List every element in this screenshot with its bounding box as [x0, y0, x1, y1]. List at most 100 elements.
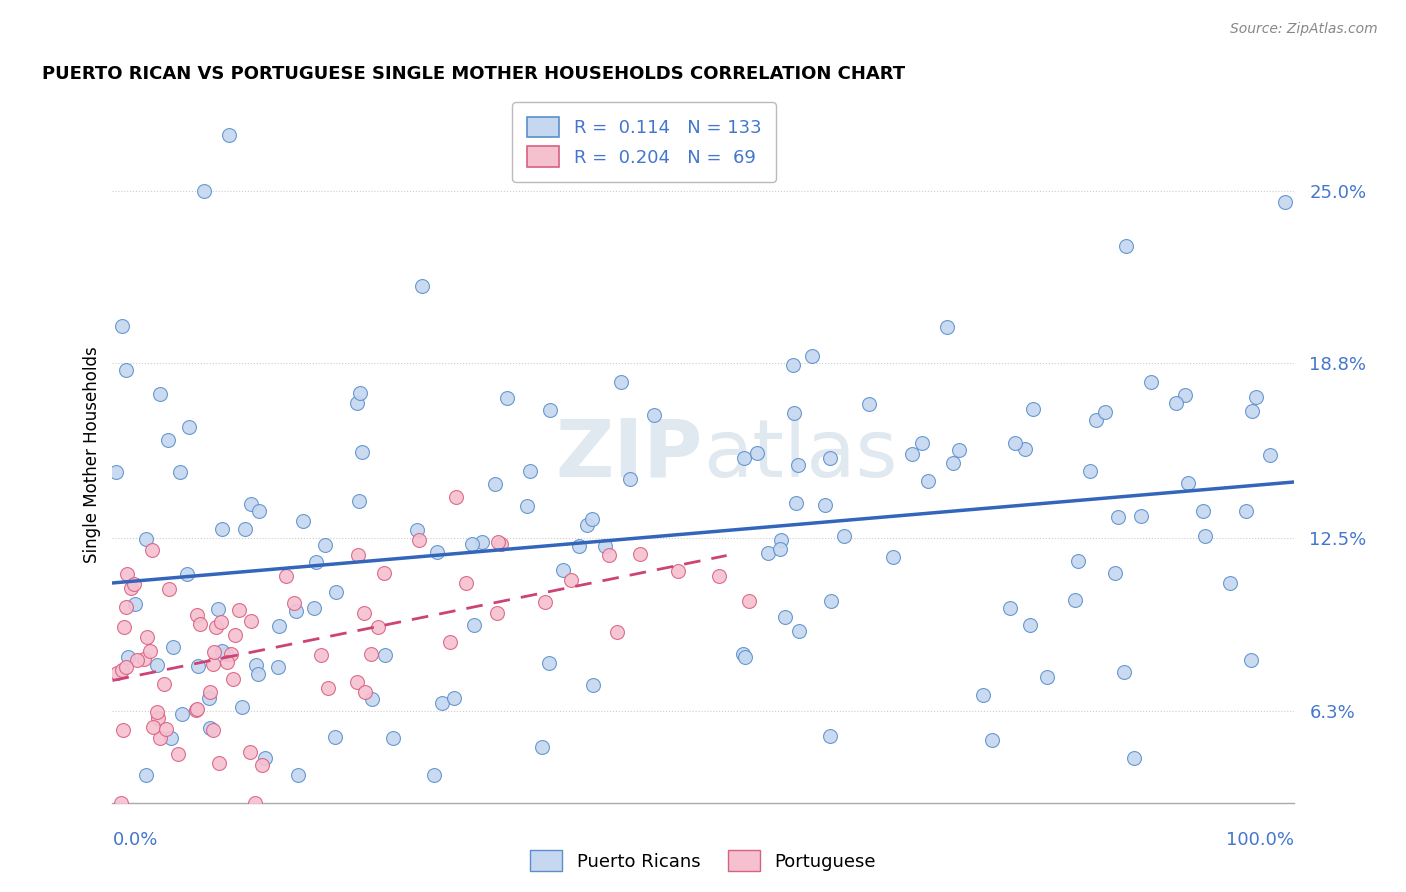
Point [471, 534, 494, 549]
Point [1019, 617, 1042, 632]
Point [302, 600, 325, 615]
Point [1244, 390, 1267, 404]
Point [948, 442, 970, 457]
Point [519, 464, 541, 478]
Point [408, 533, 430, 547]
Point [581, 512, 603, 526]
Point [347, 548, 370, 562]
Point [239, 745, 262, 759]
Point [534, 595, 557, 609]
Point [347, 494, 370, 508]
Point [463, 617, 485, 632]
Point [197, 691, 219, 706]
Point [200, 721, 222, 735]
Point [1219, 575, 1241, 590]
Point [1129, 509, 1152, 524]
Point [745, 446, 768, 460]
Point [485, 606, 508, 620]
Point [111, 663, 134, 677]
Point [153, 677, 176, 691]
Point [531, 740, 554, 755]
Point [901, 447, 924, 461]
Point [269, 618, 291, 632]
Point [1258, 448, 1281, 462]
Point [233, 522, 256, 536]
Point [643, 408, 665, 422]
Point [495, 391, 517, 405]
Point [538, 402, 561, 417]
Point [443, 690, 465, 705]
Point [551, 564, 574, 578]
Point [222, 672, 245, 686]
Point [516, 499, 538, 513]
Legend: Puerto Ricans, Portuguese: Puerto Ricans, Portuguese [523, 843, 883, 879]
Point [211, 644, 233, 658]
Point [820, 729, 842, 743]
Point [155, 722, 177, 736]
Point [1107, 510, 1129, 524]
Point [1164, 396, 1187, 410]
Point [361, 691, 384, 706]
Point [346, 396, 368, 410]
Point [382, 731, 405, 745]
Point [111, 319, 134, 334]
Point [110, 796, 132, 810]
Text: 0.0%: 0.0% [112, 830, 157, 848]
Point [284, 604, 307, 618]
Point [606, 625, 628, 640]
Point [800, 349, 823, 363]
Point [814, 499, 837, 513]
Point [374, 648, 396, 662]
Point [787, 624, 810, 639]
Point [170, 706, 193, 721]
Point [353, 684, 375, 698]
Point [738, 593, 761, 607]
Point [820, 594, 842, 608]
Point [1085, 413, 1108, 427]
Point [127, 653, 149, 667]
Point [124, 597, 146, 611]
Point [316, 681, 339, 696]
Point [1004, 436, 1026, 450]
Point [1274, 195, 1296, 210]
Point [1014, 442, 1036, 456]
Point [785, 496, 807, 510]
Point [245, 657, 267, 672]
Point [834, 529, 856, 543]
Point [769, 541, 792, 556]
Point [1240, 653, 1263, 667]
Point [184, 703, 207, 717]
Point [1112, 665, 1135, 679]
Point [219, 647, 242, 661]
Point [186, 702, 208, 716]
Point [314, 538, 336, 552]
Point [115, 600, 138, 615]
Point [628, 547, 651, 561]
Point [120, 581, 142, 595]
Point [309, 648, 332, 663]
Point [169, 465, 191, 479]
Point [267, 660, 290, 674]
Point [1139, 375, 1161, 389]
Point [1067, 554, 1090, 568]
Point [149, 386, 172, 401]
Point [373, 566, 395, 580]
Point [423, 768, 446, 782]
Text: Source: ZipAtlas.com: Source: ZipAtlas.com [1230, 22, 1378, 37]
Point [349, 386, 371, 401]
Point [291, 514, 314, 528]
Point [346, 675, 368, 690]
Point [246, 667, 269, 681]
Point [998, 601, 1021, 615]
Point [305, 555, 328, 569]
Point [942, 457, 965, 471]
Point [135, 768, 157, 782]
Point [176, 567, 198, 582]
Point [201, 657, 224, 672]
Point [619, 472, 641, 486]
Point [367, 620, 389, 634]
Point [936, 320, 959, 334]
Point [489, 537, 512, 551]
Point [786, 458, 808, 472]
Point [911, 436, 934, 450]
